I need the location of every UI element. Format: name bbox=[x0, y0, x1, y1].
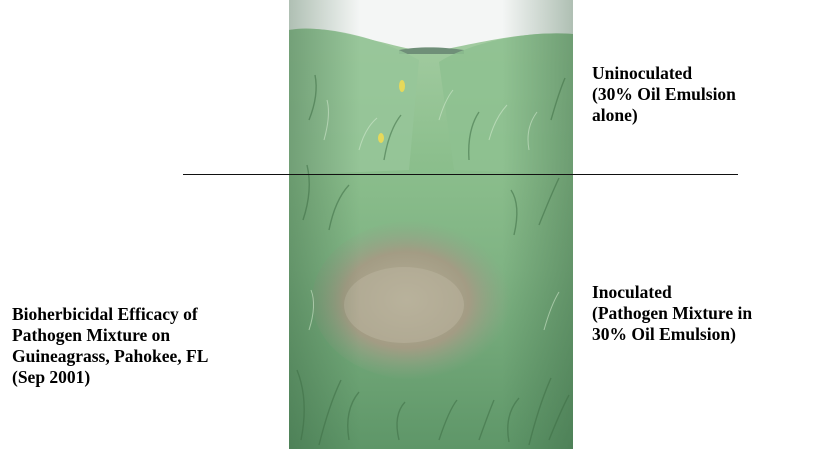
label-line: Inoculated bbox=[592, 282, 672, 302]
figure-caption: Bioherbicidal Efficacy of Pathogen Mixtu… bbox=[12, 304, 208, 388]
divider-line bbox=[183, 174, 738, 175]
yellow-flag-marker bbox=[378, 133, 384, 143]
yellow-flag-marker bbox=[399, 80, 405, 92]
label-line: (30% Oil Emulsion bbox=[592, 84, 736, 104]
caption-line: Bioherbicidal Efficacy of bbox=[12, 304, 198, 324]
label-line: Uninoculated bbox=[592, 63, 693, 83]
field-photo bbox=[289, 0, 573, 449]
grass-highlights bbox=[308, 89, 560, 331]
caption-line: Guineagrass, Pahokee, FL bbox=[12, 346, 209, 366]
label-line: 30% Oil Emulsion) bbox=[592, 324, 736, 344]
grass-blades bbox=[296, 74, 570, 446]
uninoculated-label: Uninoculated (30% Oil Emulsion alone) bbox=[592, 63, 736, 126]
caption-line: (Sep 2001) bbox=[12, 367, 91, 387]
label-line: alone) bbox=[592, 105, 638, 125]
caption-line: Pathogen Mixture on bbox=[12, 325, 171, 345]
edge-shading bbox=[289, 0, 573, 449]
inoculated-label: Inoculated (Pathogen Mixture in 30% Oil … bbox=[592, 282, 752, 345]
label-line: (Pathogen Mixture in bbox=[592, 303, 753, 323]
